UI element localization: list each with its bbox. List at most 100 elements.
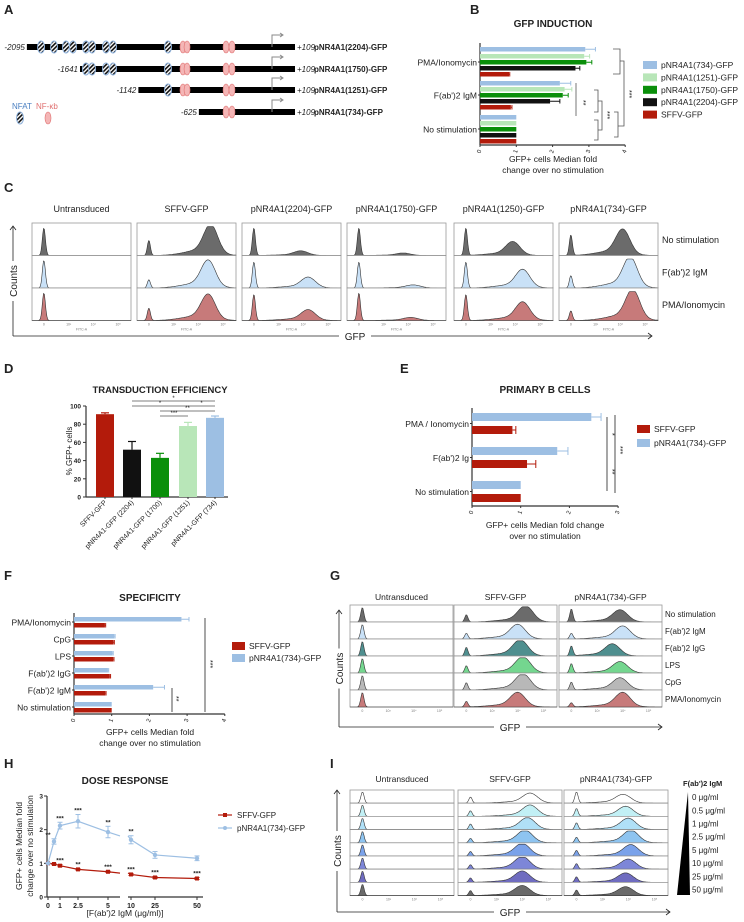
histogram: [559, 691, 662, 708]
histogram: [32, 292, 131, 321]
tss-arrow: [271, 56, 282, 69]
significance-stars: **: [75, 862, 81, 869]
data-point: [129, 872, 133, 877]
histogram-tick-label: 10⁴: [620, 709, 626, 713]
x-tick-label: 1: [108, 717, 115, 723]
nfkb-site: [183, 83, 191, 97]
bar: [480, 47, 586, 52]
construct-name: pNR4A1(1251)-GFP: [314, 86, 388, 95]
panel-label-E: E: [400, 361, 409, 376]
data-point: [106, 869, 110, 874]
panel-label-F: F: [4, 568, 12, 583]
data-point: [52, 862, 56, 867]
legend-marker: [223, 826, 227, 830]
histogram: [242, 294, 341, 321]
chart-title: DOSE RESPONSE: [82, 776, 169, 787]
significance-stars: **: [608, 469, 615, 475]
x-tick-label: 5: [106, 903, 110, 910]
significance-stars: **: [105, 819, 111, 826]
row-label: F(ab')2 IgM: [662, 267, 708, 277]
y-axis-label: GFP+ cells Median fold: [14, 802, 24, 890]
histogram-tick-label: 10⁵: [220, 323, 226, 327]
histogram-tick-label: 10⁴: [411, 709, 417, 713]
column-title: Untransduced: [376, 774, 429, 784]
legend-b-swatch: [643, 98, 657, 107]
x-tick-label: 2: [566, 509, 573, 515]
legend-b-swatch: [643, 110, 657, 119]
bar: [480, 87, 565, 92]
chart-title: GFP INDUCTION: [514, 19, 593, 30]
row-label: 0.5 μg/ml: [692, 806, 725, 815]
histogram-tick-label: 10⁵: [652, 898, 658, 902]
legend-marker: [223, 813, 227, 817]
column-title: pNR4A1(2204)-GFP: [251, 204, 333, 214]
column-title: pNR4A1(734)-GFP: [570, 204, 647, 214]
histogram-panel: [453, 255, 554, 289]
bar: [74, 668, 108, 673]
nfkb-site: [222, 40, 230, 54]
bar: [472, 460, 528, 468]
nfkb-site: [183, 62, 191, 76]
bar: [472, 447, 558, 455]
data-point: [76, 867, 80, 872]
bar: [123, 449, 141, 497]
histogram: [458, 885, 562, 896]
counts-label-bg: [333, 648, 345, 689]
tss-arrow-head: [279, 54, 284, 60]
construct-end-label: +109: [297, 43, 316, 52]
legend-b-swatch: [643, 73, 657, 82]
significance-stars: **: [45, 832, 51, 839]
bar: [74, 708, 112, 713]
panel-label-B: B: [470, 2, 479, 17]
tss-arrow: [271, 77, 282, 90]
nfat-site: [88, 40, 97, 54]
gfp-arrow-icon: [657, 723, 663, 731]
gfp-arrow-icon: [647, 332, 653, 340]
histogram-axis-label: FITC-A: [391, 328, 403, 332]
row-label: 1 μg/ml: [692, 820, 719, 829]
row-label: PMA/Ionomycin: [665, 695, 721, 704]
x-tick-label: 1: [513, 148, 520, 154]
chart-title: PRIMARY B CELLS: [499, 385, 590, 396]
bar: [74, 691, 106, 696]
nfat-site: [88, 62, 97, 76]
histogram-tick-label: 10³: [490, 709, 496, 713]
x-tick-label: pNR4A1-GFP (1251): [140, 499, 191, 550]
construct-start-label: -2095: [4, 43, 25, 52]
nfat-site: [61, 40, 70, 54]
histogram-axis-label: FITC-A: [498, 328, 510, 332]
x-tick-label: pNR4A1-GFP (2204): [84, 499, 135, 550]
category-label: LPS: [55, 652, 71, 662]
bar: [480, 139, 517, 144]
y-tick-label: 60: [74, 440, 82, 447]
column-title: pNR4A1(734)-GFP: [574, 592, 647, 602]
nfkb-site: [222, 83, 230, 97]
dose-legend-title: F(ab')2 IgM: [683, 779, 722, 788]
significance-stars: **: [185, 406, 190, 412]
row-label: 25 μg/ml: [692, 872, 723, 881]
nfkb-site: [228, 105, 236, 119]
legend-f-swatch: [232, 642, 245, 650]
histogram-tick-label: 0: [361, 709, 363, 713]
histogram-panel: [241, 287, 342, 321]
bar: [480, 81, 560, 86]
bar: [151, 457, 169, 497]
significance-stars: ***: [193, 870, 201, 877]
significance-stars: *: [200, 401, 203, 407]
x-axis-label: [F(ab')2 IgM (μg/ml)]: [87, 908, 164, 918]
construct-start-label: -1641: [58, 65, 78, 74]
nfkb-site: [228, 83, 236, 97]
bar: [74, 674, 110, 679]
category-label: No stimulation: [17, 703, 71, 713]
significance-bracket: [613, 48, 621, 75]
data-point: [194, 856, 200, 861]
legend-f-label: SFFV-GFP: [249, 641, 291, 651]
histogram: [454, 691, 557, 708]
y-axis-label: change over no stimulation: [25, 795, 35, 897]
histogram-tick-label: 10⁴: [515, 709, 521, 713]
counts-arrow-icon: [333, 789, 341, 795]
histogram: [559, 228, 658, 256]
bar: [74, 623, 105, 628]
x-tick-label: 4: [622, 148, 629, 154]
histogram: [137, 293, 237, 321]
